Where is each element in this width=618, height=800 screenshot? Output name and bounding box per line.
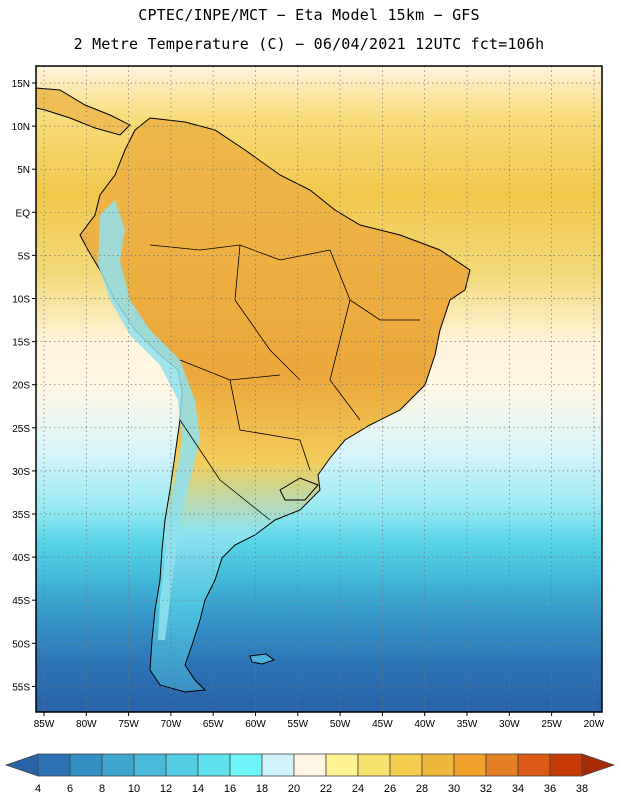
legend-swatch	[453, 753, 487, 777]
lon-label: 50W	[330, 719, 351, 730]
lat-label: 20S	[12, 381, 30, 392]
lat-label: 55S	[12, 682, 30, 693]
legend-value: 14	[192, 783, 204, 795]
lat-label: 35S	[12, 510, 30, 521]
lat-label: 15N	[12, 79, 30, 90]
legend-swatch	[37, 753, 71, 777]
map-frame	[35, 65, 603, 713]
lon-label: 75W	[118, 719, 139, 730]
legend-swatch	[389, 753, 423, 777]
legend-swatch	[229, 753, 263, 777]
legend-value: 26	[384, 783, 396, 795]
lon-label: 60W	[245, 719, 266, 730]
lon-label: 30W	[499, 719, 520, 730]
legend-swatch	[357, 753, 391, 777]
legend-arrow-high	[581, 753, 616, 777]
title-line-2: 2 Metre Temperature (C) − 06/04/2021 12U…	[73, 35, 545, 53]
country-borders	[149, 244, 420, 521]
legend-value: 12	[160, 783, 172, 795]
legend-swatch	[69, 753, 103, 777]
legend-value: 6	[67, 783, 73, 795]
legend-value: 18	[256, 783, 268, 795]
legend-value: 34	[512, 783, 524, 795]
lon-label: 55W	[288, 719, 309, 730]
legend-value: 24	[352, 783, 364, 795]
legend-swatch	[133, 753, 167, 777]
legend-value: 10	[128, 783, 140, 795]
lon-label: 65W	[203, 719, 224, 730]
lat-label: 5N	[17, 165, 30, 176]
legend-swatch	[325, 753, 359, 777]
lon-label: 80W	[76, 719, 97, 730]
andes-cool-strip	[98, 200, 200, 640]
lat-label: 10S	[12, 295, 30, 306]
legend-arrow-low	[4, 753, 39, 777]
la-plata-outline	[279, 477, 319, 501]
falklands-land	[249, 653, 276, 665]
legend-swatch	[485, 753, 519, 777]
longitude-labels: 85W 80W 75W 70W 65W 60W 55W 50W 45W 40W 35W 30W 25W 2…	[34, 712, 605, 730]
lat-label: 15S	[12, 338, 30, 349]
lat-label: 5S	[18, 251, 31, 262]
legend-value: 36	[544, 783, 556, 795]
legend-value: 38	[576, 783, 588, 795]
legend-value: 16	[224, 783, 236, 795]
lat-label: 50S	[12, 639, 30, 650]
lat-label: 10N	[12, 122, 30, 133]
legend-value: 32	[480, 783, 492, 795]
legend-value: 8	[99, 783, 105, 795]
lat-label: 25S	[12, 424, 30, 435]
lon-label: 40W	[414, 719, 435, 730]
lon-label: 45W	[372, 719, 393, 730]
legend-swatch	[101, 753, 135, 777]
lat-label: 40S	[12, 553, 30, 564]
title-line-1: CPTEC/INPE/MCT − Eta Model 15km − GFS	[138, 6, 480, 24]
legend-swatch	[261, 753, 295, 777]
legend-swatch	[165, 753, 199, 777]
lon-label: 70W	[161, 719, 182, 730]
lon-label: 20W	[584, 719, 605, 730]
legend-value: 4	[35, 783, 41, 795]
legend-swatch	[549, 753, 583, 777]
legend-swatch	[517, 753, 551, 777]
legend-value: 30	[448, 783, 460, 795]
legend-swatch	[197, 753, 231, 777]
lon-label: 35W	[457, 719, 478, 730]
lon-label: 85W	[34, 719, 55, 730]
color-legend: 4 6 8 10 12 14 16 18 20 22 24 26 28 30 32 34 36 38	[4, 753, 616, 795]
lat-label: 45S	[12, 596, 30, 607]
central-america-land	[36, 87, 131, 136]
legend-value: 28	[416, 783, 428, 795]
lat-label: 30S	[12, 467, 30, 478]
latitude-labels: 15N 10N 5N EQ 5S 10S 15S 20S 25S 30S 35S 40S 45S 50S 5…	[12, 79, 36, 693]
legend-value: 22	[320, 783, 332, 795]
lon-label: 25W	[541, 719, 562, 730]
legend-swatch	[293, 753, 327, 777]
legend-swatch	[421, 753, 455, 777]
legend-value: 20	[288, 783, 300, 795]
lat-label: EQ	[16, 208, 31, 219]
